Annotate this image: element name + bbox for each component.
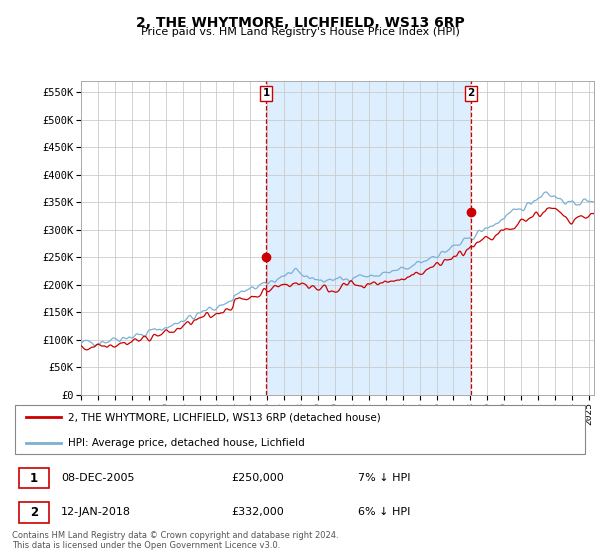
Text: £332,000: £332,000: [231, 507, 284, 517]
Text: 2, THE WHYTMORE, LICHFIELD, WS13 6RP: 2, THE WHYTMORE, LICHFIELD, WS13 6RP: [136, 16, 464, 30]
Text: 12-JAN-2018: 12-JAN-2018: [61, 507, 131, 517]
Text: Contains HM Land Registry data © Crown copyright and database right 2024.
This d: Contains HM Land Registry data © Crown c…: [12, 531, 338, 550]
Text: 7% ↓ HPI: 7% ↓ HPI: [358, 473, 410, 483]
Text: 1: 1: [30, 472, 38, 484]
Text: 2: 2: [467, 88, 475, 99]
Bar: [266, 81, 471, 395]
Text: 08-DEC-2005: 08-DEC-2005: [61, 473, 134, 483]
Text: 1: 1: [262, 88, 269, 99]
FancyBboxPatch shape: [19, 502, 49, 522]
Text: 2: 2: [30, 506, 38, 519]
Text: 2, THE WHYTMORE, LICHFIELD, WS13 6RP (detached house): 2, THE WHYTMORE, LICHFIELD, WS13 6RP (de…: [68, 412, 381, 422]
Text: HPI: Average price, detached house, Lichfield: HPI: Average price, detached house, Lich…: [68, 437, 305, 447]
FancyBboxPatch shape: [15, 405, 585, 454]
Text: £250,000: £250,000: [231, 473, 284, 483]
Text: Price paid vs. HM Land Registry's House Price Index (HPI): Price paid vs. HM Land Registry's House …: [140, 27, 460, 37]
Text: 6% ↓ HPI: 6% ↓ HPI: [358, 507, 410, 517]
FancyBboxPatch shape: [19, 468, 49, 488]
